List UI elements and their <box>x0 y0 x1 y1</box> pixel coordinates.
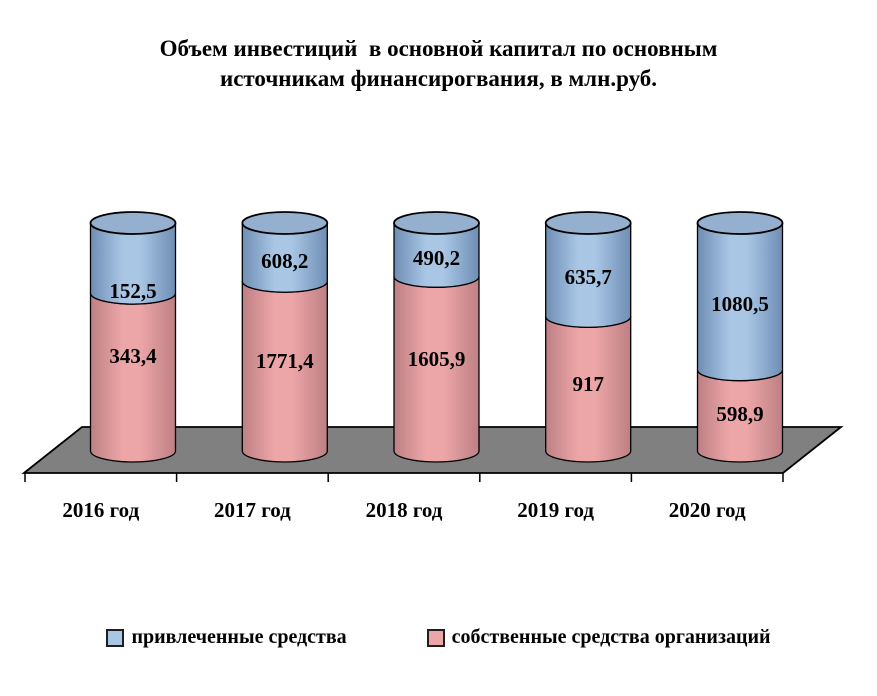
legend-label-own-funds: собственные средства организаций <box>451 626 771 648</box>
value-label-own-funds: 1605,9 <box>408 347 466 371</box>
cylinder-bar-2017-год: 608,2 1771,4 <box>241 211 329 463</box>
value-label-own-funds: 917 <box>572 372 604 396</box>
value-label-own-funds: 1771,4 <box>256 349 314 373</box>
legend-item-own-funds: собственные средства организаций <box>426 626 771 649</box>
cylinder-top-face <box>241 211 329 235</box>
cylinder-top-face <box>544 211 632 235</box>
legend: привлеченные средства собственные средст… <box>0 626 877 649</box>
legend-label-attracted-funds: привлеченные средства <box>131 626 347 648</box>
category-label: 2018 год <box>366 498 443 522</box>
cylinder-segment-attracted-funds <box>241 222 328 293</box>
cylinder-bar-2019-год: 635,7 917 <box>544 211 632 463</box>
cylinder-segment-own-funds <box>89 292 177 463</box>
cylinder-bar-2016-год: 152,5 343,4 <box>89 211 177 463</box>
value-label-attracted-funds: 1080,5 <box>711 292 769 316</box>
category-label: 2016 год <box>62 498 139 522</box>
value-label-attracted-funds: 152,5 <box>109 279 156 303</box>
cylinder-top-face <box>393 211 480 235</box>
value-label-attracted-funds: 608,2 <box>261 249 308 273</box>
legend-item-attracted-funds: привлеченные средства <box>106 626 347 649</box>
value-label-attracted-funds: 490,2 <box>413 246 460 270</box>
category-label: 2019 год <box>517 498 594 522</box>
cylinder-segment-attracted-funds <box>696 222 784 382</box>
value-label-attracted-funds: 635,7 <box>565 265 612 289</box>
value-label-own-funds: 598,9 <box>716 402 763 426</box>
legend-swatch-blue-icon <box>106 628 125 647</box>
cylinder-bar-2018-год: 490,2 1605,9 <box>393 211 480 463</box>
cylinder-segment-attracted-funds <box>89 222 177 305</box>
category-label: 2020 год <box>669 498 746 522</box>
cylinder-segment-attracted-funds <box>545 222 632 328</box>
chart-title: Объем инвестиций в основной капитал по о… <box>159 36 718 91</box>
cylinder-segment-attracted-funds <box>393 222 480 288</box>
value-label-own-funds: 343,4 <box>109 344 157 368</box>
cylinder-top-face <box>696 211 784 235</box>
category-label: 2017 год <box>214 498 291 522</box>
cylinder-bar-2020-год: 1080,5 598,9 <box>696 211 784 463</box>
legend-swatch-pink-icon <box>426 628 445 647</box>
cylinder-top-face <box>89 211 177 235</box>
